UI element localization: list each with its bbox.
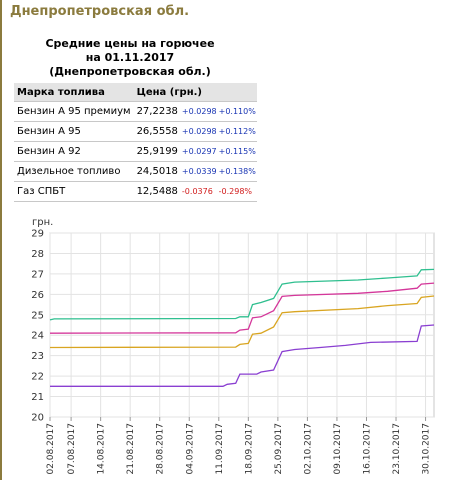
price-change-abs: +0.0339	[180, 161, 218, 182]
fuel-price-table: Марка топлива Цена (грн.) Бензин А 95 пр…	[14, 83, 257, 202]
x-tick-label: 07.08.2017	[67, 423, 77, 475]
y-tick-label: 22	[31, 372, 44, 383]
table-heading-line: (Днепропетровская обл.)	[49, 65, 211, 78]
table-row: Бензин А 92 25,9199 +0.0297 +0.115%	[14, 141, 257, 162]
column-header-fuel: Марка топлива	[14, 83, 134, 102]
fuel-name: Бензин А 92	[14, 141, 134, 162]
x-tick-label: 02.10.2017	[303, 423, 313, 475]
price-change-abs: -0.0376	[180, 181, 218, 202]
table-heading-line: Средние цены на горючее	[45, 37, 215, 50]
x-tick-label: 14.08.2017	[97, 423, 107, 475]
table-heading: Средние цены на горючее на 01.11.2017 (Д…	[14, 37, 246, 79]
y-tick-label: 25	[31, 310, 44, 321]
price-change-pct: +0.115%	[217, 141, 257, 162]
fuel-price: 24,5018	[133, 161, 181, 182]
y-tick-label: 21	[31, 392, 44, 403]
fuel-name: Бензин А 95 премиум	[14, 101, 134, 122]
series-line	[49, 268, 435, 321]
x-tick-label: 04.09.2017	[185, 423, 195, 475]
x-tick-label: 30.10.2017	[422, 423, 432, 475]
region-title: Днепропетровская обл.	[10, 4, 190, 19]
y-tick-label: 29	[31, 229, 44, 240]
y-tick-label: 28	[31, 249, 44, 260]
table-row: Газ СПБТ 12,5488 -0.0376 -0.298%	[14, 181, 257, 202]
y-tick-label: 24	[31, 331, 44, 342]
fuel-price: 26,5558	[133, 121, 181, 142]
x-tick-label: 18.09.2017	[244, 423, 254, 475]
y-axis-label: грн.	[32, 217, 53, 228]
plot-area	[49, 232, 435, 418]
y-tick-label: 20	[31, 413, 44, 424]
series-line	[49, 282, 435, 334]
table-row: Бензин А 95 премиум 27,2238 +0.0298 +0.1…	[14, 101, 257, 122]
page-frame-border	[0, 0, 2, 480]
x-tick-label: 02.08.2017	[46, 423, 56, 475]
fuel-price: 27,2238	[133, 101, 181, 122]
price-change-pct: +0.112%	[217, 121, 257, 142]
x-tick-label: 16.10.2017	[362, 423, 372, 475]
fuel-name: Бензин А 95	[14, 121, 134, 142]
price-change-pct: +0.110%	[217, 101, 257, 122]
y-tick-label: 23	[31, 351, 44, 362]
x-tick-label: 09.10.2017	[333, 423, 343, 475]
series-line	[49, 295, 435, 349]
table-row: Дизельное топливо 24,5018 +0.0339 +0.138…	[14, 161, 257, 182]
x-tick-label: 11.09.2017	[215, 423, 225, 475]
y-tick-label: 27	[31, 269, 44, 280]
y-tick-label: 26	[31, 290, 44, 301]
price-change-abs: +0.0298	[180, 101, 218, 122]
fuel-price: 25,9199	[133, 141, 181, 162]
x-tick-label: 21.08.2017	[126, 423, 136, 475]
fuel-name: Газ СПБТ	[14, 181, 134, 202]
table-row: Бензин А 95 26,5558 +0.0298 +0.112%	[14, 121, 257, 142]
fuel-price: 12,5488	[133, 181, 181, 202]
fuel-name: Дизельное топливо	[14, 161, 134, 182]
table-header-row: Марка топлива Цена (грн.)	[14, 83, 257, 102]
x-tick-label: 23.10.2017	[392, 423, 402, 475]
price-change-pct: +0.138%	[217, 161, 257, 182]
table-heading-line: на 01.11.2017	[85, 51, 175, 64]
price-change-abs: +0.0297	[180, 141, 218, 162]
x-tick-label: 28.08.2017	[156, 423, 166, 475]
x-tick-label: 25.09.2017	[274, 423, 284, 475]
price-change-pct: -0.298%	[217, 181, 257, 202]
price-change-abs: +0.0298	[180, 121, 218, 142]
price-chart: 20 21 22 23 24 25 26 27 28 29 грн. 02.08.2017 07.08.…	[0, 210, 459, 480]
column-header-price: Цена (грн.)	[133, 83, 257, 102]
series-line	[50, 324, 435, 387]
